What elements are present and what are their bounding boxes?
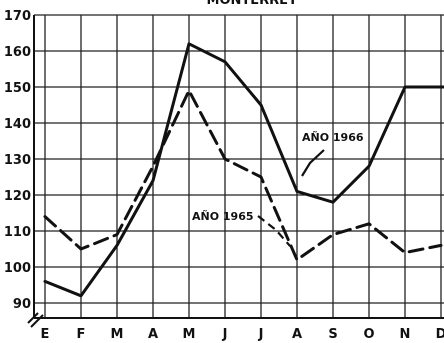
series-line-1965 xyxy=(43,89,443,262)
x-tick-label: E xyxy=(41,327,50,342)
x-tick-label: M xyxy=(183,327,196,342)
chart-title: MONTERREY xyxy=(207,0,299,8)
x-tick-label: A xyxy=(148,327,158,342)
x-tick-label: J xyxy=(258,327,264,342)
x-tick-label: F xyxy=(77,327,86,342)
leader-line-1966 xyxy=(301,149,325,177)
y-tick-label: 160 xyxy=(4,45,31,60)
annotations: AÑO 1966 AÑO 1965 xyxy=(192,131,364,247)
axis-break-mark xyxy=(27,312,44,328)
x-tick-label: M xyxy=(111,327,124,342)
x-tick-label: N xyxy=(400,327,411,342)
y-axis-ticks: 90 100 110 120 130 140 150 160 170 xyxy=(4,9,31,312)
x-tick-label: J xyxy=(222,327,228,342)
grid xyxy=(27,14,444,328)
x-tick-label: D xyxy=(436,327,444,342)
series-line-1966 xyxy=(43,42,444,298)
series-label-1966: AÑO 1966 xyxy=(302,131,364,144)
series-label-1965: AÑO 1965 xyxy=(192,210,254,223)
y-tick-label: 130 xyxy=(4,153,31,168)
series-lines xyxy=(43,42,444,298)
x-tick-label: O xyxy=(363,327,374,342)
y-tick-label: 170 xyxy=(4,9,31,24)
y-tick-label: 110 xyxy=(4,225,31,240)
y-tick-label: 120 xyxy=(4,189,31,204)
x-tick-label: A xyxy=(292,327,302,342)
y-tick-label: 90 xyxy=(13,297,31,312)
y-tick-label: 150 xyxy=(4,81,31,96)
x-tick-label: S xyxy=(328,327,337,342)
y-tick-label: 140 xyxy=(4,117,31,132)
leader-line-1965 xyxy=(257,215,291,247)
y-tick-label: 100 xyxy=(4,261,31,276)
